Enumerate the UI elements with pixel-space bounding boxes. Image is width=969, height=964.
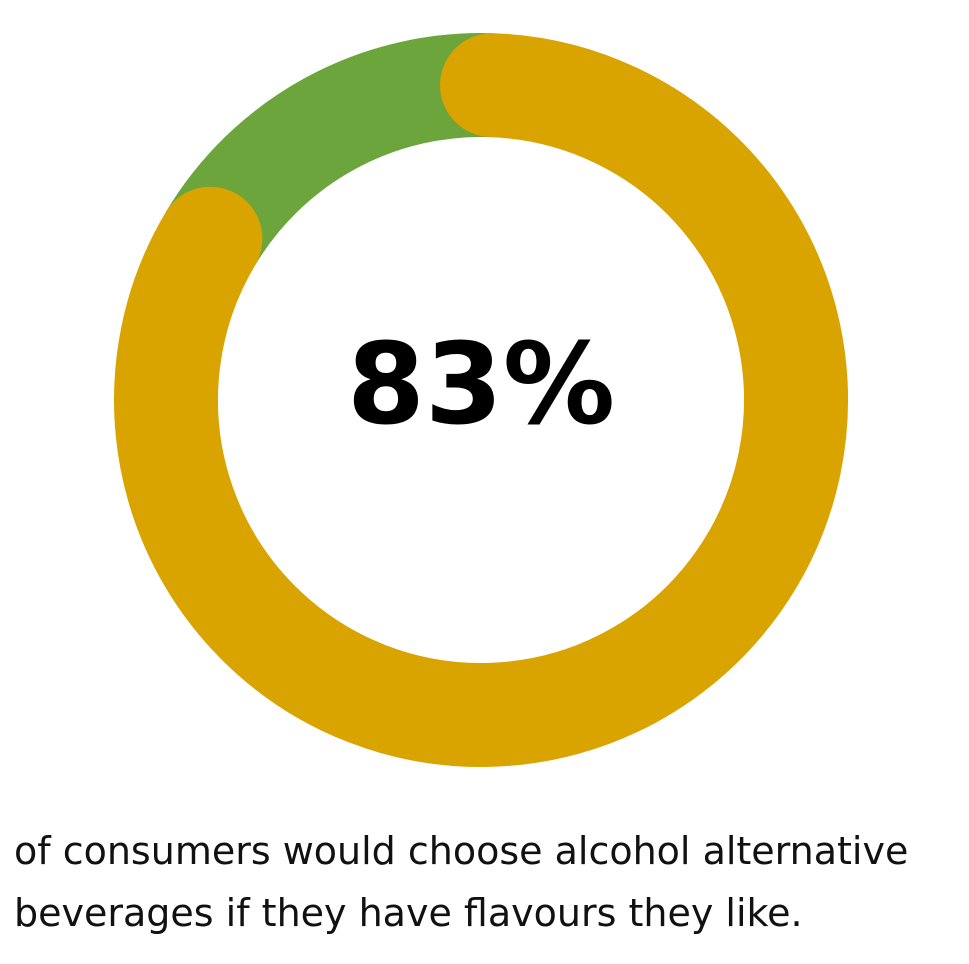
donut-segment: [114, 33, 848, 767]
caption-line: of consumers would choose alcohol altern…: [14, 829, 908, 873]
caption-line: beverages if they have flavours they lik…: [14, 891, 803, 935]
center-label: 83%: [347, 320, 615, 450]
